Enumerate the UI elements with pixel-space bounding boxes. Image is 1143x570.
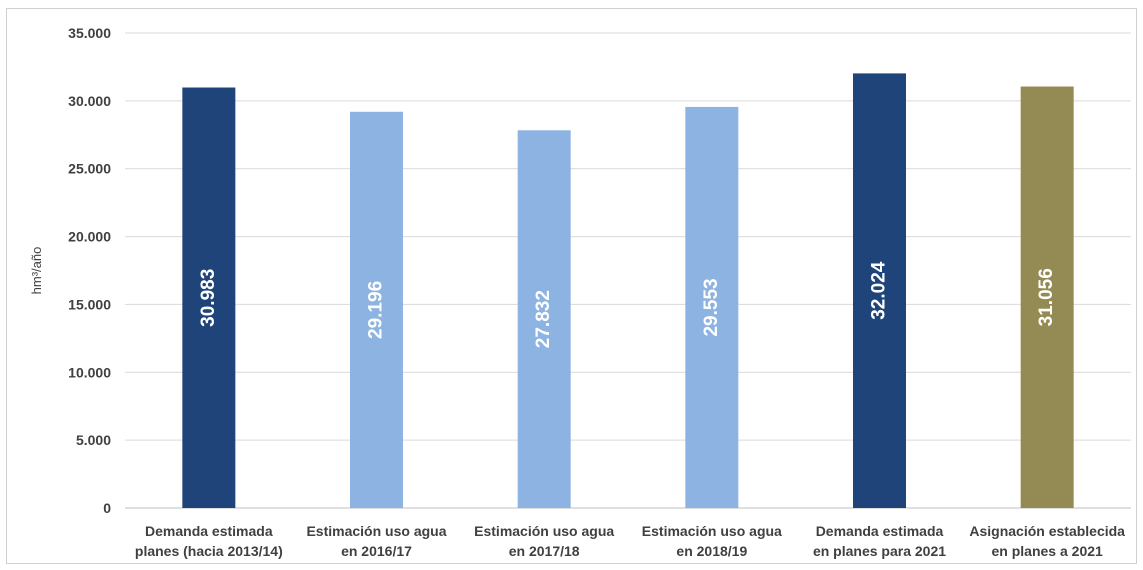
y-tick-label: 15.000 <box>68 296 111 312</box>
y-tick-label: 10.000 <box>68 364 111 380</box>
category-label: Estimación uso agua en 2016/17 <box>306 523 446 559</box>
y-tick-label: 35.000 <box>68 25 111 41</box>
bar <box>350 111 403 509</box>
data-labels: 30.983 29.196 27.832 29.553 32.024 31.056 <box>198 261 1057 348</box>
data-label: 27.832 <box>533 290 554 348</box>
data-label: 30.983 <box>198 269 219 327</box>
y-axis-title: hm³/año <box>29 247 44 295</box>
chart-frame: 0 5.000 10.000 15.000 20.000 25.000 30.000 35.0… <box>6 8 1137 564</box>
data-label: 31.056 <box>1036 268 1057 326</box>
category-label: Estimación uso agua en 2018/19 <box>642 523 782 559</box>
category-label: Asignación establecida en planes a 2021 <box>969 523 1125 559</box>
data-label: 29.196 <box>366 281 387 339</box>
category-label: Demanda estimada planes (hacia 2013/14) <box>135 523 283 559</box>
bar <box>1020 86 1074 509</box>
y-tick-label: 5.000 <box>76 432 111 448</box>
bar <box>685 106 739 508</box>
y-tick-label: 25.000 <box>68 161 111 177</box>
category-labels: Demanda estimada planes (hacia 2013/14) Es… <box>135 523 1125 559</box>
gridlines <box>125 32 1131 509</box>
bar <box>853 73 906 508</box>
bar <box>517 130 571 508</box>
bar-chart: 0 5.000 10.000 15.000 20.000 25.000 30.000 35.0… <box>29 25 1131 559</box>
category-label: Estimación uso agua en 2017/18 <box>474 523 614 559</box>
data-label: 32.024 <box>869 261 890 320</box>
y-tick-label: 20.000 <box>68 229 111 245</box>
data-label: 29.553 <box>701 278 722 336</box>
bars <box>182 73 1074 509</box>
y-tick-label: 0 <box>103 500 111 516</box>
y-tick-label: 30.000 <box>68 93 111 109</box>
y-axis-ticks: 0 5.000 10.000 15.000 20.000 25.000 30.000 35.0… <box>68 25 111 516</box>
bar <box>182 87 236 509</box>
category-label: Demanda estimada en planes para 2021 <box>813 523 946 559</box>
